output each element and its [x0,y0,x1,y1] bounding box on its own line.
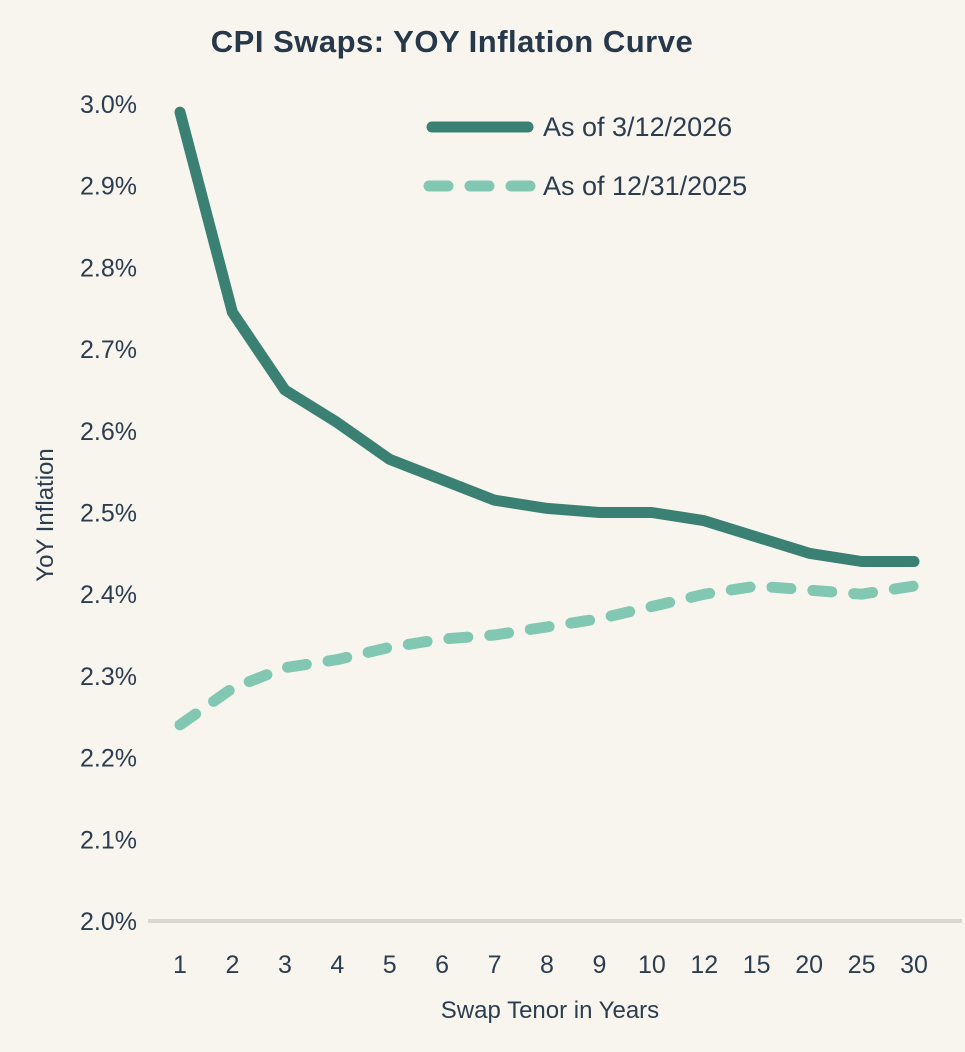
legend: As of 3/12/2026 As of 12/31/2025 [423,112,747,201]
series-line-dashed [174,580,920,731]
x-tick-label: 7 [488,951,502,979]
x-tick-label: 12 [690,951,718,979]
legend-label: As of 12/31/2025 [543,171,747,201]
x-tick-label: 25 [848,951,876,979]
plot-area [174,106,920,731]
x-tick-label: 6 [435,951,449,979]
chart-title: CPI Swaps: YOY Inflation Curve [211,24,693,59]
x-tick-label: 30 [900,951,928,979]
y-tick-label: 2.5% [80,500,137,528]
y-tick-label: 2.4% [80,581,137,609]
y-axis-tick-labels: 3.0% 2.9% 2.8% 2.7% 2.6% 2.5% 2.4% 2.3% … [80,91,137,936]
y-tick-label: 2.7% [80,336,137,364]
y-axis-title: YoY Inflation [32,448,59,581]
legend-item: As of 12/31/2025 [423,171,747,201]
x-tick-label: 10 [638,951,666,979]
x-tick-label: 5 [383,951,397,979]
y-tick-label: 2.8% [80,254,137,282]
legend-item: As of 3/12/2026 [426,112,732,142]
x-axis-tick-labels: 1 2 3 4 5 6 7 8 9 10 12 15 20 25 30 [173,951,928,979]
x-tick-label: 4 [330,951,344,979]
x-tick-label: 3 [278,951,292,979]
y-tick-label: 2.9% [80,173,137,201]
x-tick-label: 20 [795,951,823,979]
y-tick-label: 2.6% [80,418,137,446]
y-tick-label: 3.0% [80,91,137,119]
x-tick-label: 2 [225,951,239,979]
series-line-solid [174,106,920,567]
x-tick-label: 15 [743,951,771,979]
legend-label: As of 3/12/2026 [543,112,732,142]
y-tick-label: 2.1% [80,826,137,854]
y-tick-label: 2.0% [80,908,137,936]
x-tick-label: 8 [540,951,554,979]
x-tick-label: 9 [592,951,606,979]
y-tick-label: 2.2% [80,745,137,773]
x-tick-label: 1 [173,951,187,979]
y-tick-label: 2.3% [80,663,137,691]
x-axis-title: Swap Tenor in Years [441,997,659,1024]
